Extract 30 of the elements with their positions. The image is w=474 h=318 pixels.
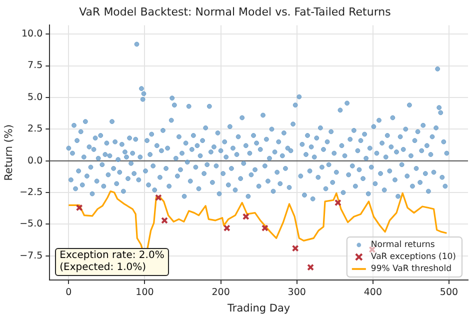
point xyxy=(154,194,162,202)
point xyxy=(76,204,83,212)
x-axis-title: Trading Day xyxy=(226,302,290,314)
point xyxy=(242,213,250,220)
point xyxy=(334,199,342,206)
x-tick-label: 0 xyxy=(66,287,72,298)
point xyxy=(223,224,230,232)
point xyxy=(161,216,168,224)
y-tick-label: −2.5 xyxy=(20,187,43,198)
x-tick-label: 100 xyxy=(136,287,154,298)
y-tick-label: 5.0 xyxy=(28,92,43,103)
y-tick-label: −5.0 xyxy=(20,218,43,230)
point xyxy=(307,264,314,271)
chart-title: VaR Model Backtest: Normal Model vs. Fat-Tailed Returns xyxy=(79,5,392,18)
legend-label: VaR exceptions (10) xyxy=(370,252,456,262)
y-tick-label: −7.5 xyxy=(20,250,43,262)
legend-label: Normal returns xyxy=(370,240,436,250)
y-tick-label: 7.5 xyxy=(28,60,43,72)
x-tick-label: 200 xyxy=(212,287,230,298)
annotation: Exception rate: 2.0% (Expected: 1.0%) xyxy=(54,248,170,276)
x-tick-label: 400 xyxy=(364,287,382,298)
y-tick-label: 2.5 xyxy=(28,124,43,135)
point xyxy=(292,244,299,252)
x-tick-label: 500 xyxy=(440,287,458,298)
y-axis-title: Return (%) xyxy=(3,124,16,181)
point xyxy=(261,224,268,232)
y-tick-label: 0.0 xyxy=(28,155,43,166)
y-tick-label: 10.0 xyxy=(22,28,43,40)
x-tick-label: 300 xyxy=(288,287,306,298)
legend-label: 99% VaR threshold xyxy=(370,264,452,274)
